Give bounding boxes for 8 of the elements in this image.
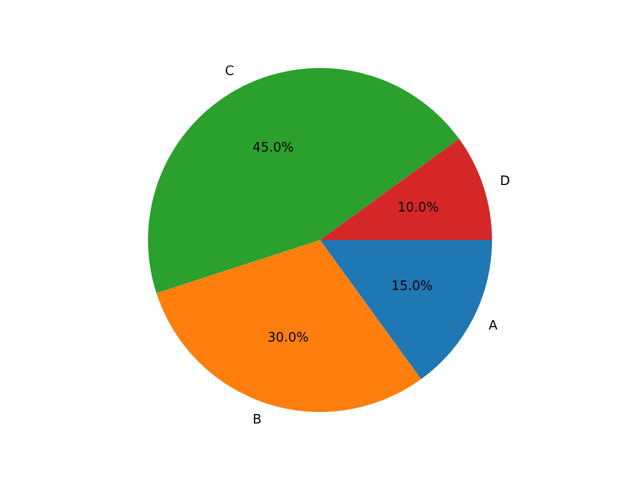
slice-label: B [252,412,262,428]
data-label: 15.0% [391,279,433,294]
slice-label: A [488,318,498,334]
data-label: 30.0% [267,330,309,346]
slice-label: C [225,64,234,79]
slice-label: D [500,174,510,189]
data-label: 10.0% [397,200,439,216]
data-label: 45.0% [252,140,294,156]
